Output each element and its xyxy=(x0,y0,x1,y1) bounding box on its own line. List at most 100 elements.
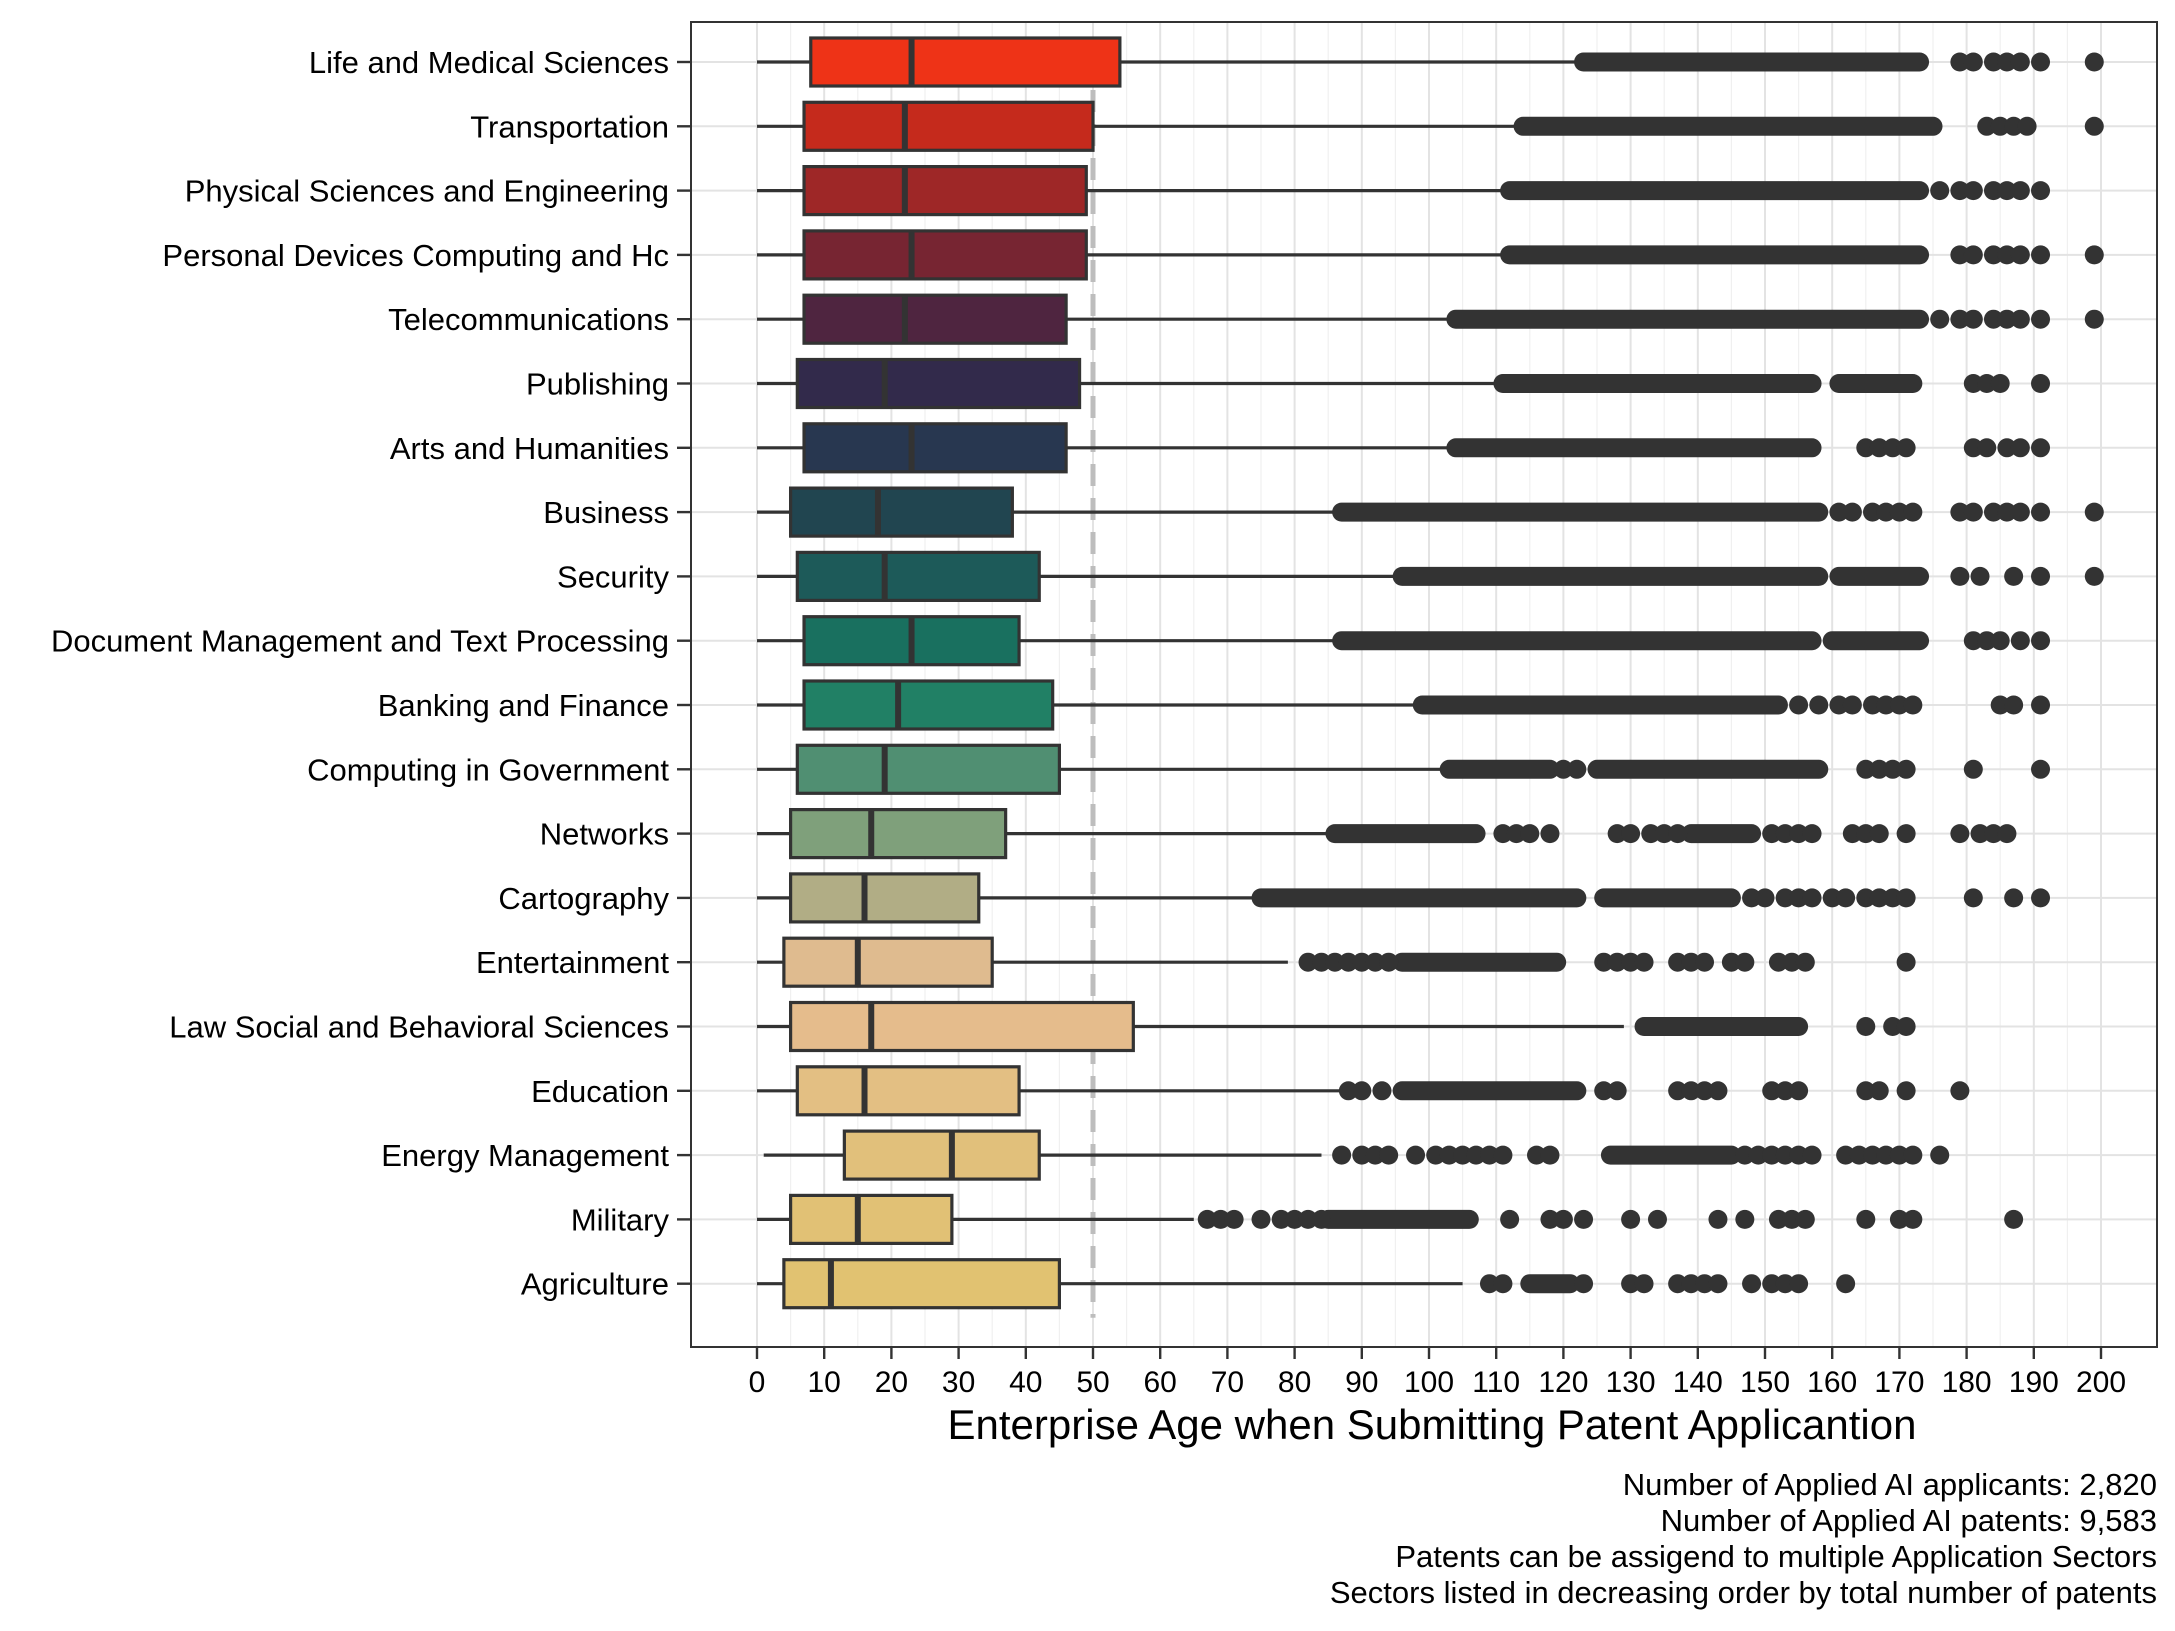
outlier-point xyxy=(1789,1274,1809,1294)
outlier-point xyxy=(2010,52,2030,72)
outlier-point xyxy=(1876,1145,1896,1165)
outlier-point xyxy=(1775,888,1795,908)
outlier-point xyxy=(1970,566,1990,586)
outlier-point xyxy=(1856,1081,1876,1101)
outlier-point xyxy=(1842,695,1862,715)
outlier-point xyxy=(1352,1145,1372,1165)
outlier-point xyxy=(1789,1145,1809,1165)
outliers-group xyxy=(1197,52,2104,1294)
outlier-point xyxy=(1997,309,2017,329)
outlier-point xyxy=(1997,245,2017,265)
outlier-point xyxy=(1903,1145,1923,1165)
outlier-point xyxy=(1634,952,1654,972)
outlier-point xyxy=(1963,181,1983,201)
outlier-point xyxy=(1896,759,1916,779)
caption-note-order: Sectors listed in decreasing order by to… xyxy=(1329,1575,2157,1610)
outlier-point xyxy=(2084,245,2104,265)
outlier-point xyxy=(1607,824,1627,844)
outlier-point xyxy=(1963,759,1983,779)
outlier-point xyxy=(1224,1209,1244,1229)
outlier-point xyxy=(2031,502,2051,522)
outlier-point xyxy=(1856,1209,1876,1229)
outlier-point xyxy=(1789,695,1809,715)
outlier-point xyxy=(1762,1274,1782,1294)
iqr-box xyxy=(802,165,1088,217)
outlier-point xyxy=(1809,695,1829,715)
box-group xyxy=(763,1129,1322,1181)
outlier-point xyxy=(1889,502,1909,522)
outlier-point xyxy=(1681,1081,1701,1101)
category-label: Banking and Finance xyxy=(378,688,669,723)
outlier-point xyxy=(1647,1209,1667,1229)
outlier-point xyxy=(1963,438,1983,458)
outlier-point xyxy=(1997,52,2017,72)
outlier-point xyxy=(1896,1017,1916,1036)
outlier-point xyxy=(1211,1209,1231,1229)
outlier-point xyxy=(1735,1145,1755,1165)
outlier-point xyxy=(1681,1274,1701,1294)
outlier-point xyxy=(1479,1145,1499,1165)
outlier-point xyxy=(1621,952,1641,972)
outlier-point xyxy=(1950,502,1970,522)
outlier-point xyxy=(1372,1081,1392,1101)
x-tick-label: 10 xyxy=(808,1366,841,1399)
outlier-point xyxy=(2031,438,2051,458)
outlier-point xyxy=(2031,566,2051,586)
outlier-point xyxy=(1742,888,1762,908)
outlier-point xyxy=(1977,631,1997,651)
outlier-point xyxy=(1997,824,2017,844)
outlier-point xyxy=(1983,181,2003,201)
outlier-point xyxy=(1775,1145,1795,1165)
outlier-point xyxy=(1621,1274,1641,1294)
outlier-point xyxy=(1896,824,1916,844)
category-labels: Life and Medical Sciences Transportation P… xyxy=(51,45,691,1302)
x-tick-label: 50 xyxy=(1076,1366,1109,1399)
outlier-point xyxy=(1983,245,2003,265)
outlier-point xyxy=(1863,695,1883,715)
outlier-point xyxy=(2004,116,2024,136)
outlier-point xyxy=(1903,695,1923,715)
outlier-point xyxy=(1574,1274,1594,1294)
outlier-point xyxy=(1365,1145,1385,1165)
category-label: Arts and Humanities xyxy=(390,431,669,466)
x-tick-label: 190 xyxy=(2009,1366,2059,1399)
outlier-point xyxy=(1903,502,1923,522)
outlier-point xyxy=(1540,1145,1560,1165)
outlier-point xyxy=(1977,438,1997,458)
x-axis-ticks: 0 10 20 30 40 50 60 70 80 90 100 110 120 130 140 150 160… xyxy=(749,1347,2126,1399)
outlier-point xyxy=(1641,824,1661,844)
outlier-point xyxy=(1708,1081,1728,1101)
outlier-point xyxy=(2004,1209,2024,1229)
outlier-point xyxy=(1930,309,1950,329)
outlier-point xyxy=(1983,824,2003,844)
x-tick-label: 40 xyxy=(1009,1366,1042,1399)
outlier-point xyxy=(1197,1209,1217,1229)
box-group xyxy=(757,679,1423,731)
outlier-point xyxy=(1802,888,1822,908)
x-tick-label: 180 xyxy=(1942,1366,1992,1399)
outlier-point xyxy=(1426,1145,1446,1165)
box-group xyxy=(757,422,1456,474)
outlier-point xyxy=(1352,1081,1372,1101)
iqr-box xyxy=(782,936,994,988)
outlier-point xyxy=(2017,116,2037,136)
x-tick-label: 110 xyxy=(1472,1366,1520,1399)
outlier-point xyxy=(2010,631,2030,651)
outlier-point xyxy=(1493,1145,1513,1165)
outlier-point xyxy=(2004,695,2024,715)
outlier-point xyxy=(1836,1145,1856,1165)
outlier-point xyxy=(1768,952,1788,972)
x-tick-label: 200 xyxy=(2076,1366,2126,1399)
outlier-point xyxy=(2031,695,2051,715)
outlier-point xyxy=(1856,759,1876,779)
outlier-point xyxy=(1594,1081,1614,1101)
x-tick-label: 100 xyxy=(1404,1366,1454,1399)
outlier-point xyxy=(1695,1274,1715,1294)
box-group xyxy=(757,1258,1463,1310)
outlier-point xyxy=(1883,759,1903,779)
outlier-point xyxy=(1849,1145,1869,1165)
outlier-point xyxy=(1869,438,1889,458)
outlier-point xyxy=(1332,1145,1352,1165)
outlier-point xyxy=(1325,952,1345,972)
outlier-point xyxy=(1668,824,1688,844)
